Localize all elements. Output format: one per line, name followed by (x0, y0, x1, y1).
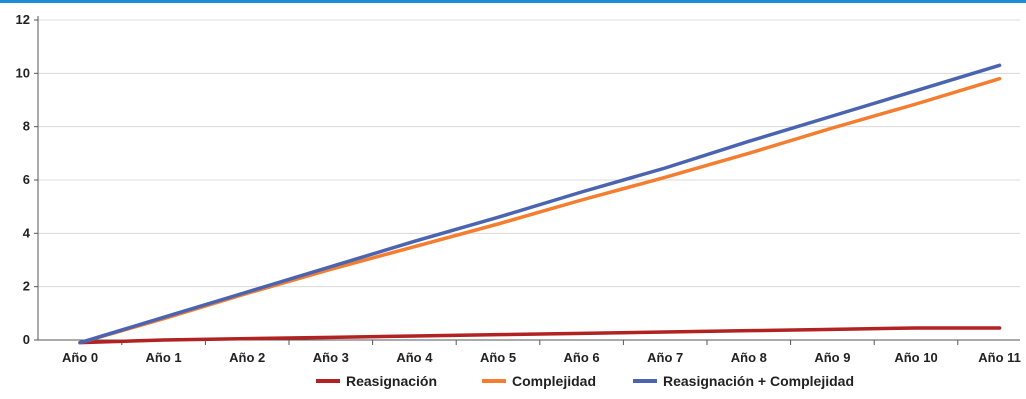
x-tick-label: Año 5 (480, 350, 516, 365)
legend-label: Reasignación (346, 373, 437, 389)
x-tick-label: Año 0 (62, 350, 98, 365)
x-tick-label: Año 6 (564, 350, 600, 365)
x-axis-ticks: Año 0 Año 1 Año 2 Año 3 Año 4 Año 5 Año 6 Año 7… (62, 340, 1021, 365)
legend-label: Complejidad (512, 373, 596, 389)
gridlines (38, 19, 1020, 288)
series-line-1 (78, 76, 1002, 345)
y-tick-label: 8 (23, 119, 30, 134)
x-tick-label: Año 7 (647, 350, 683, 365)
x-tick-label: Año 8 (731, 350, 767, 365)
legend-label: Reasignación + Complejidad (663, 373, 854, 389)
y-tick-label: 4 (23, 225, 31, 240)
x-tick-label: Año 3 (313, 350, 349, 365)
legend: Reasignación Complejidad Reasignación + Co… (316, 373, 854, 389)
y-tick-label: 6 (23, 172, 30, 187)
series-line-0 (78, 326, 1002, 345)
x-tick-label: Año 1 (146, 350, 182, 365)
top-border (0, 0, 1026, 3)
axes (37, 16, 1020, 341)
y-tick-label: 2 (23, 279, 30, 294)
series-line-2 (78, 63, 1002, 345)
y-tick-label: 0 (23, 332, 30, 347)
y-tick-label: 10 (16, 65, 30, 80)
y-axis-ticks: 0 2 4 6 8 10 12 (16, 12, 38, 347)
x-tick-label: Año 4 (396, 350, 433, 365)
x-tick-label: Año 9 (814, 350, 850, 365)
y-tick-label: 12 (16, 12, 30, 27)
series-lines (78, 63, 1002, 345)
x-tick-label: Año 10 (894, 350, 937, 365)
x-tick-label: Año 2 (229, 350, 265, 365)
x-tick-label: Año 11 (978, 350, 1021, 365)
